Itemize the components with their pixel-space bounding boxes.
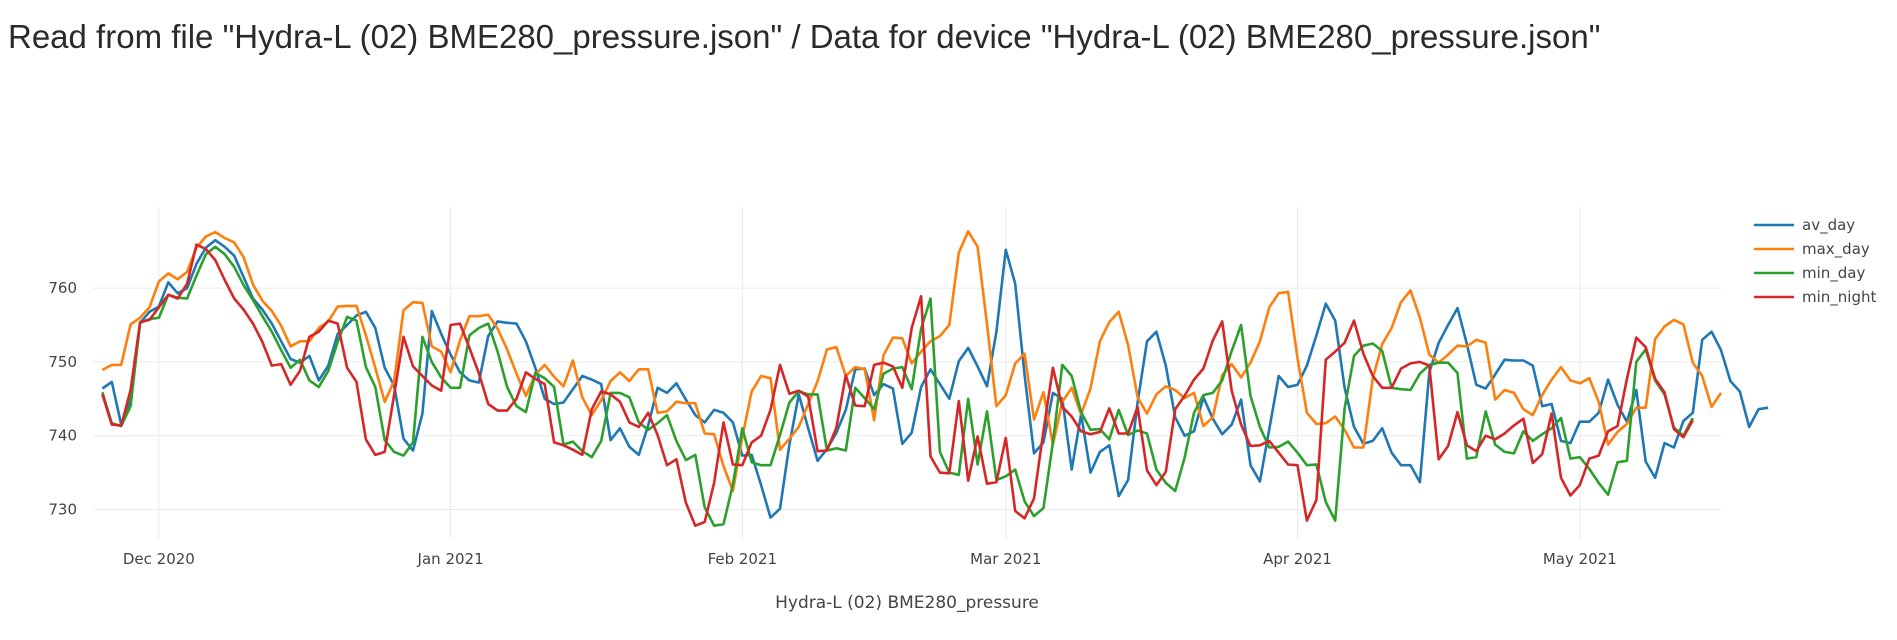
series-lines bbox=[101, 230, 1769, 528]
series-line-max-day bbox=[101, 230, 1723, 493]
x-axis-title: Hydra-L (02) BME280_pressure bbox=[775, 593, 1039, 613]
axis-ticks: 730 740 750 760 Dec 2020 Jan 2021 Feb 2021 Mar … bbox=[48, 279, 1616, 568]
x-tick-label: Dec 2020 bbox=[123, 550, 195, 568]
y-tick-label: 750 bbox=[48, 353, 77, 371]
y-tick-label: 730 bbox=[48, 500, 77, 518]
legend-label: max_day bbox=[1802, 240, 1870, 259]
x-tick-label: Jan 2021 bbox=[417, 550, 484, 568]
x-tick-label: Feb 2021 bbox=[708, 550, 778, 568]
y-tick-label: 760 bbox=[48, 279, 77, 297]
series-line-min-night bbox=[101, 243, 1694, 528]
legend-label: av_day bbox=[1802, 216, 1855, 235]
x-tick-label: May 2021 bbox=[1543, 550, 1617, 568]
legend-item-min-day[interactable]: min_day bbox=[1754, 264, 1865, 283]
legend-label: min_day bbox=[1802, 264, 1865, 283]
x-tick-label: Apr 2021 bbox=[1263, 550, 1332, 568]
legend-item-min-night[interactable]: min_night bbox=[1754, 288, 1876, 307]
legend-item-max-day[interactable]: max_day bbox=[1754, 240, 1870, 259]
legend[interactable]: av_day max_day min_day min_night bbox=[1754, 216, 1876, 307]
x-tick-label: Mar 2021 bbox=[970, 550, 1041, 568]
legend-label: min_night bbox=[1802, 288, 1876, 307]
y-tick-label: 740 bbox=[48, 427, 77, 445]
legend-item-av-day[interactable]: av_day bbox=[1754, 216, 1855, 235]
page-title: Read from file "Hydra-L (02) BME280_pres… bbox=[8, 18, 1601, 55]
plot-area bbox=[93, 207, 1721, 539]
